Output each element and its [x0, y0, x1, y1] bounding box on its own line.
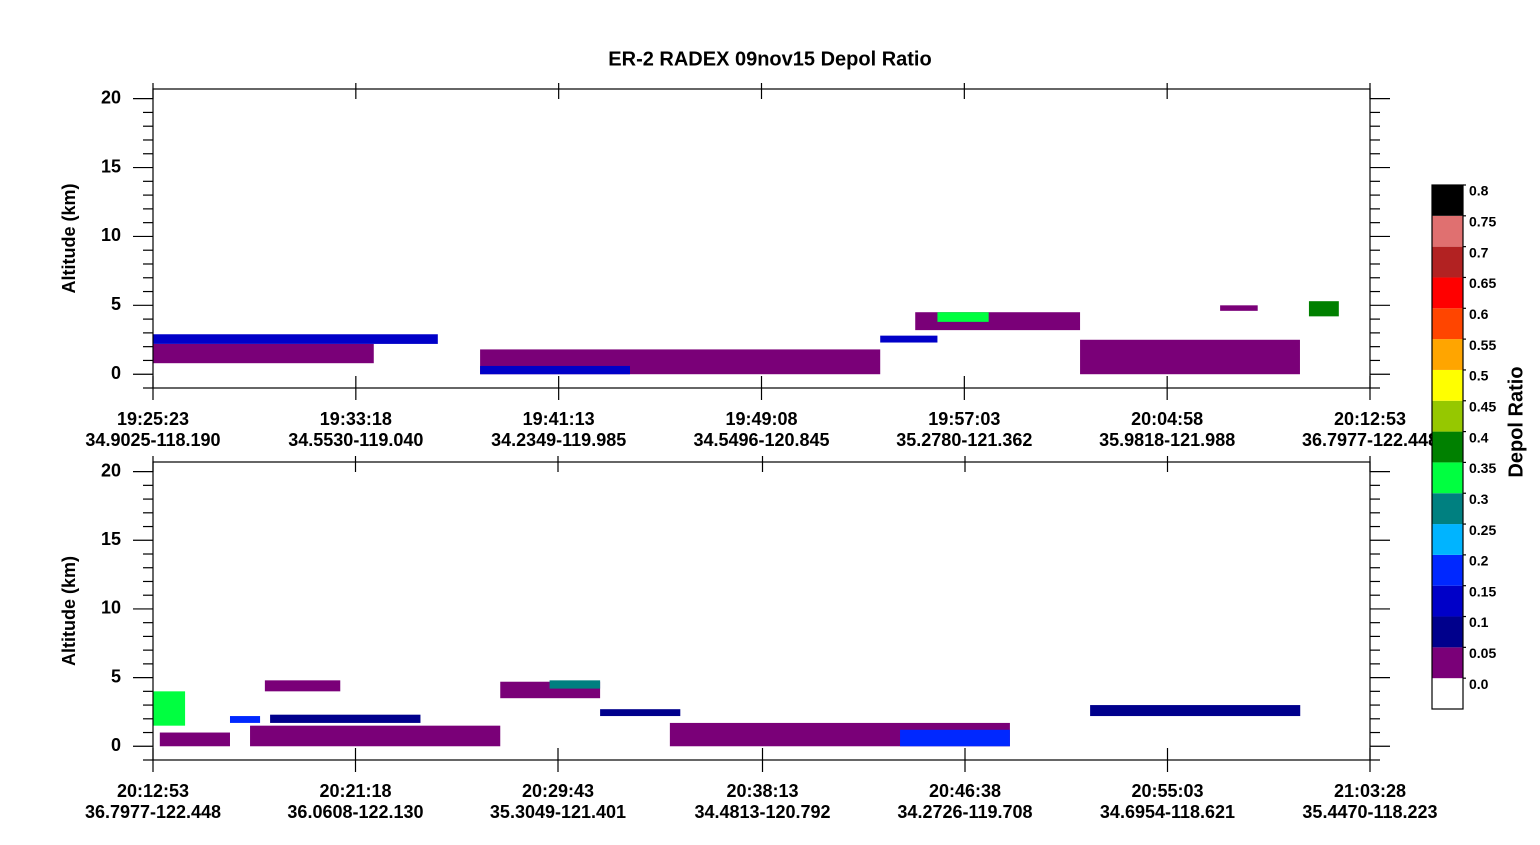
colorbar-tick-label: 0.2	[1469, 553, 1489, 569]
y-tick-label: 10	[101, 225, 121, 245]
colorbar-box	[1432, 585, 1463, 617]
y-axis-label: Altitude (km)	[59, 556, 79, 666]
colorbar-tick-label: 0.5	[1469, 368, 1489, 384]
curtain-layer	[900, 729, 1010, 747]
x-tick-label: 19:33:18	[320, 409, 392, 429]
colorbar-tick-label: 0.4	[1469, 429, 1489, 445]
x-tick-location: 34.2349-119.985	[491, 430, 626, 450]
colorbar-box	[1432, 246, 1463, 278]
colorbar-tick-label: 0.25	[1469, 522, 1496, 538]
x-tick-location: 36.0608-122.130	[287, 802, 423, 822]
x-tick-location: 34.9025-118.190	[85, 430, 220, 450]
x-tick-label: 19:57:03	[928, 409, 1000, 429]
curtain-layer	[1220, 305, 1258, 311]
colorbar-box	[1432, 647, 1463, 679]
curtain-layer	[480, 365, 630, 375]
curtain-layer	[880, 335, 938, 343]
y-tick-label: 5	[111, 294, 121, 314]
x-tick-location: 34.5496-120.845	[693, 430, 829, 450]
colorbar-tick-label: 0.15	[1469, 583, 1496, 599]
colorbar-tick-label: 0.75	[1469, 214, 1496, 230]
plot-frame	[152, 461, 1371, 761]
x-tick-label: 20:21:18	[319, 781, 391, 801]
curtain-layer	[153, 343, 374, 364]
x-tick-location: 36.7977-122.448	[85, 802, 221, 822]
colorbar-tick-label: 0.0	[1469, 676, 1489, 692]
curtain-layer	[250, 725, 501, 747]
x-tick-label: 19:25:23	[117, 409, 189, 429]
colorbar-tick-label: 0.1	[1469, 614, 1489, 630]
curtain-layer	[549, 680, 601, 689]
colorbar-tick-label: 0.05	[1469, 645, 1496, 661]
colorbar-box	[1432, 400, 1463, 432]
colorbar-tick-label: 0.6	[1469, 306, 1489, 322]
colorbar-tick-label: 0.55	[1469, 337, 1496, 353]
y-tick-label: 0	[111, 363, 121, 383]
colorbar-box	[1432, 678, 1463, 709]
colorbar-box	[1432, 369, 1463, 401]
curtain-layer	[1080, 339, 1300, 375]
x-tick-label: 20:46:38	[929, 781, 1001, 801]
colorbar-box	[1432, 185, 1463, 216]
x-tick-location: 35.9818-121.988	[1099, 430, 1235, 450]
colorbar-box	[1432, 554, 1463, 586]
colorbar-box	[1432, 431, 1463, 463]
colorbar-tick-label: 0.8	[1469, 183, 1489, 199]
x-tick-label: 20:55:03	[1131, 781, 1203, 801]
colorbar-frame	[1431, 184, 1464, 710]
colorbar-box	[1432, 339, 1463, 370]
y-tick-label: 15	[101, 529, 121, 549]
x-tick-label: 20:04:58	[1131, 409, 1203, 429]
x-tick-label: 20:12:53	[1334, 409, 1406, 429]
x-tick-location: 35.3049-121.401	[490, 802, 626, 822]
y-tick-label: 5	[111, 666, 121, 686]
x-tick-label: 20:12:53	[117, 781, 189, 801]
curtain-layer	[153, 691, 186, 726]
y-tick-label: 10	[101, 598, 121, 618]
curtain-layer	[1308, 301, 1339, 317]
x-tick-label: 19:49:08	[725, 409, 797, 429]
chart-title: ER-2 RADEX 09nov15 Depol Ratio	[608, 48, 931, 70]
colorbar-tick-label: 0.7	[1469, 244, 1489, 260]
x-tick-label: 19:41:13	[523, 409, 595, 429]
x-tick-location: 35.2780-121.362	[896, 430, 1032, 450]
colorbar-tick-label: 0.35	[1469, 460, 1496, 476]
colorbar-box	[1432, 524, 1463, 555]
x-tick-location: 34.5530-119.040	[288, 430, 423, 450]
curtain-layer	[229, 716, 261, 723]
colorbar-box	[1432, 308, 1463, 340]
curtain-layer	[600, 709, 681, 717]
colorbar-box	[1432, 277, 1463, 309]
curtain-layer	[264, 680, 341, 692]
curtain-layer	[270, 714, 421, 723]
curtain	[153, 680, 1301, 747]
curtain-layer	[937, 312, 989, 322]
x-tick-label: 20:38:13	[726, 781, 798, 801]
colorbar-box	[1432, 493, 1463, 525]
colorbar-tick-label: 0.3	[1469, 491, 1489, 507]
x-tick-label: 20:29:43	[522, 781, 594, 801]
y-tick-label: 0	[111, 735, 121, 755]
colorbar-label: Depol Ratio	[1505, 366, 1527, 477]
y-tick-label: 20	[101, 460, 121, 480]
curtain	[153, 301, 1339, 375]
y-axis-label: Altitude (km)	[59, 183, 79, 293]
y-tick-label: 20	[101, 87, 121, 107]
colorbar-box	[1432, 215, 1463, 247]
x-tick-location: 34.6954-118.621	[1100, 802, 1235, 822]
colorbar-tick-label: 0.65	[1469, 275, 1496, 291]
colorbar-box	[1432, 616, 1463, 648]
x-tick-location: 34.2726-119.708	[897, 802, 1032, 822]
curtain-layer	[153, 334, 438, 344]
x-tick-location: 36.7977-122.448	[1302, 430, 1438, 450]
curtain-layer	[159, 732, 230, 747]
y-tick-label: 15	[101, 156, 121, 176]
x-tick-label: 21:03:28	[1334, 781, 1406, 801]
curtain-layer	[1090, 705, 1301, 717]
x-tick-location: 34.4813-120.792	[694, 802, 830, 822]
colorbar-box	[1432, 462, 1463, 494]
x-tick-location: 35.4470-118.223	[1302, 802, 1437, 822]
colorbar-tick-label: 0.45	[1469, 398, 1496, 414]
